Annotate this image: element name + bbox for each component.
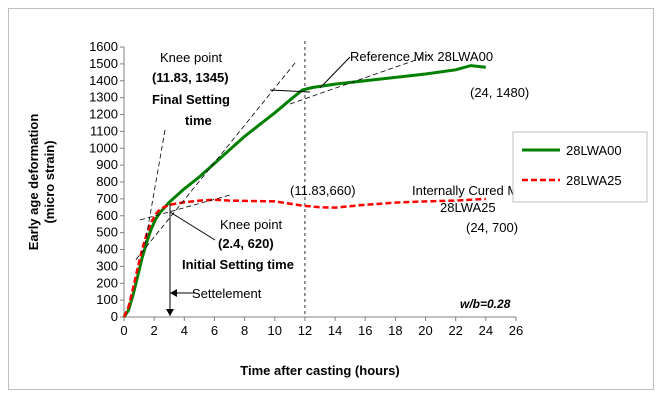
tangent-line-lower xyxy=(144,129,166,245)
x-tick-label: 26 xyxy=(509,323,523,338)
x-tick-label: 10 xyxy=(268,323,282,338)
annotation-point-11-660: (11.83,660) xyxy=(290,183,356,198)
annotation-internally-cured-line1: Internally Cured Mix xyxy=(412,183,528,198)
arrow-head-settlement xyxy=(170,289,177,297)
annotation-initial-setting: Initial Setting time xyxy=(182,257,294,272)
x-tick-label: 12 xyxy=(298,323,312,338)
y-tick-label: 100 xyxy=(96,292,118,307)
y-tick-label: 1500 xyxy=(89,56,118,71)
x-tick-label: 18 xyxy=(388,323,402,338)
y-tick-label: 900 xyxy=(96,157,118,172)
y-tick-label: 1400 xyxy=(89,73,118,88)
y-tick-label: 500 xyxy=(96,225,118,240)
annotation-point-24-700: (24, 700) xyxy=(466,220,518,235)
annotation-knee-top-label: Knee point xyxy=(160,50,223,65)
y-tick-label: 800 xyxy=(96,174,118,189)
y-tick-label: 1000 xyxy=(89,140,118,155)
x-tick-label: 6 xyxy=(211,323,218,338)
legend: 28LWA00 28LWA25 xyxy=(512,131,648,203)
arrow-head-initial-setting xyxy=(166,309,174,316)
annotation-knee-top-coords: (11.83, 1345) xyxy=(152,70,229,85)
x-ticks: 0 2 4 6 8 10 12 14 16 18 20 22 24 26 xyxy=(120,317,523,338)
x-tick-label: 2 xyxy=(151,323,158,338)
annotation-point-24-1480: (24, 1480) xyxy=(470,85,529,100)
annotation-reference-mix: Reference Mix 28LWA00 xyxy=(350,49,493,64)
annotation-wb-ratio: w/b=0.28 xyxy=(460,297,511,311)
annotation-knee-bottom-coords: (2.4, 620) xyxy=(218,236,274,251)
annotation-knee-bottom-label: Knee point xyxy=(220,217,283,232)
y-tick-label: 400 xyxy=(96,242,118,257)
tangent-line-plateau xyxy=(289,54,431,105)
y-tick-label: 1600 xyxy=(89,39,118,54)
y-tick-label: 1100 xyxy=(90,123,118,138)
series-line-28LWA00 xyxy=(122,64,486,318)
x-axis-title: Time after casting (hours) xyxy=(240,363,399,378)
x-tick-label: 22 xyxy=(448,323,462,338)
y-tick-label: 600 xyxy=(96,208,118,223)
arrow-reference xyxy=(319,56,351,89)
x-tick-label: 14 xyxy=(328,323,342,338)
legend-box xyxy=(512,131,648,203)
arrow-knee-bottom xyxy=(169,211,216,241)
legend-label: 28LWA25 xyxy=(566,173,622,188)
y-tick-label: 1200 xyxy=(89,107,118,122)
arrow-knee-top xyxy=(269,89,311,93)
annotation-internally-cured-line2: 28LWA25 xyxy=(440,200,496,215)
annotation-final-setting-line2: time xyxy=(185,113,212,128)
x-tick-label: 8 xyxy=(241,323,248,338)
annotation-lines xyxy=(133,54,431,316)
y-tick-label: 200 xyxy=(96,275,118,290)
x-tick-label: 0 xyxy=(120,323,127,338)
tangent-line-upper xyxy=(133,62,296,263)
chart-frame xyxy=(8,8,654,390)
annotation-final-setting-line1: Final Setting xyxy=(152,92,230,107)
legend-label: 28LWA00 xyxy=(566,143,622,158)
y-axis-title-line1: Early age deformation xyxy=(26,114,41,251)
x-tick-label: 20 xyxy=(418,323,432,338)
x-tick-label: 4 xyxy=(181,323,188,338)
y-tick-label: 700 xyxy=(96,191,118,206)
x-tick-label: 24 xyxy=(479,323,493,338)
y-tick-label: 0 xyxy=(111,309,118,324)
y-axis-title-line2: (micro strain) xyxy=(42,140,57,223)
y-tick-label: 1300 xyxy=(89,90,118,105)
y-tick-label: 300 xyxy=(96,258,118,273)
x-tick-label: 16 xyxy=(358,323,372,338)
annotation-settlement: Settelement xyxy=(192,286,262,301)
